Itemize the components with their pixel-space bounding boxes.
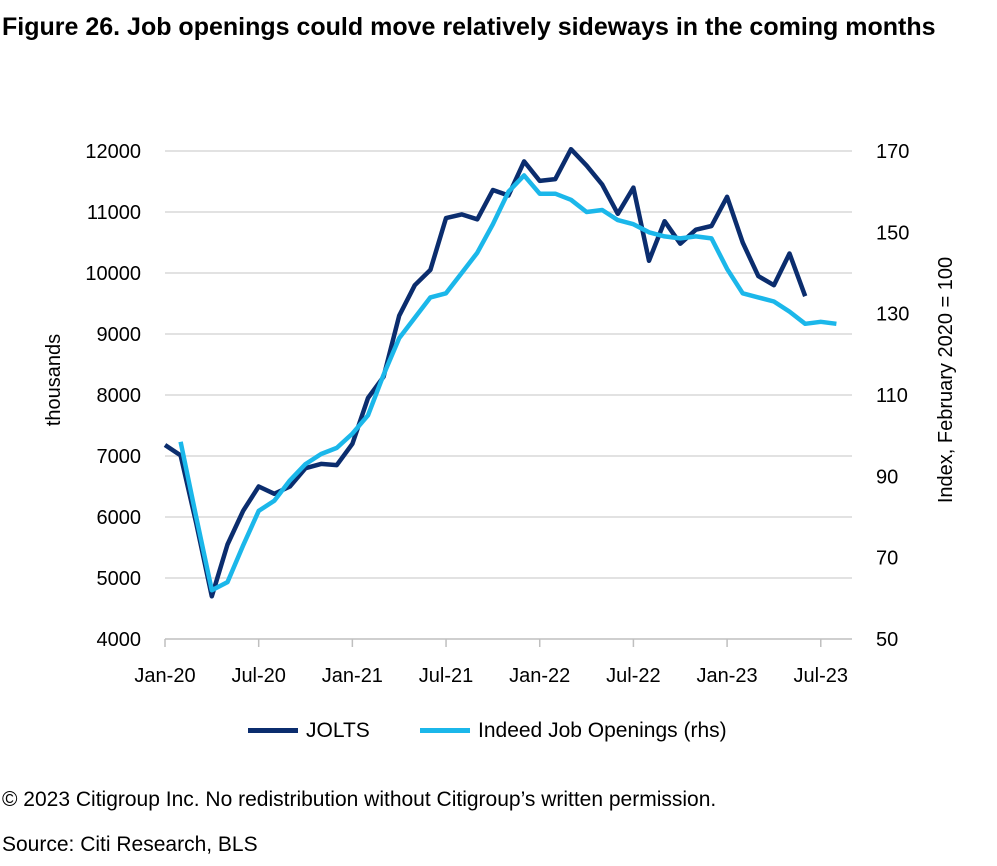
y-tick-label-right: 50: [876, 629, 898, 651]
y-tick-label-right: 130: [876, 304, 909, 326]
y-tick-label: 5000: [97, 568, 142, 590]
legend-label-jolts: JOLTS: [306, 719, 370, 742]
y-tick-label: 11000: [87, 202, 141, 224]
y-tick-label-right: 170: [876, 141, 909, 163]
x-tick-label: Jul-20: [231, 665, 285, 687]
left-y-axis: 4000 5000 6000 7000 8000 9000 10000 11000 12000: [85, 141, 141, 651]
x-axis: [164, 638, 852, 647]
legend-label-indeed: Indeed Job Openings (rhs): [478, 719, 727, 742]
x-tick-label: Jan-20: [134, 665, 195, 687]
legend-swatch-indeed: [420, 728, 470, 733]
source-note: Source: Citi Research, BLS: [2, 833, 258, 856]
x-tick-label: Jul-21: [419, 665, 473, 687]
gridlines: [165, 150, 852, 579]
x-tick-label: Jan-23: [697, 665, 758, 687]
x-tick-label: Jan-22: [509, 665, 570, 687]
series-line-jolts: [163, 146, 808, 599]
legend-swatch-jolts: [248, 728, 298, 733]
y-tick-label-right: 90: [876, 466, 898, 488]
chart-title: Figure 26. Job openings could move relat…: [2, 13, 936, 41]
x-axis-tick-labels: Jan-20 Jul-20 Jan-21 Jul-21 Jan-22 Jul-22 Jan-…: [134, 665, 848, 687]
series-line-indeed: [178, 173, 837, 593]
y-tick-label: 12000: [85, 141, 141, 163]
x-tick-label: Jul-22: [606, 665, 660, 687]
series-lines: [163, 146, 837, 599]
right-y-axis: 50 70 90 110 130 150 170: [876, 141, 909, 651]
y-tick-label: 6000: [97, 507, 142, 529]
x-tick-label: Jul-23: [794, 665, 848, 687]
y-tick-label: 4000: [97, 629, 142, 651]
y-tick-label-right: 110: [876, 385, 908, 407]
x-tick-label: Jan-21: [322, 665, 383, 687]
y-tick-label-right: 70: [876, 548, 898, 570]
right-y-axis-title: Index, February 2020 = 100: [935, 257, 957, 503]
y-tick-label: 9000: [97, 324, 142, 346]
y-tick-label: 10000: [85, 263, 141, 285]
left-y-axis-title: thousands: [43, 334, 65, 426]
y-tick-label-right: 150: [876, 222, 909, 244]
copyright-notice: © 2023 Citigroup Inc. No redistribution …: [2, 788, 717, 811]
legend: JOLTS Indeed Job Openings (rhs): [0, 716, 997, 746]
y-tick-label: 8000: [97, 385, 142, 407]
y-tick-label: 7000: [97, 446, 142, 468]
chart-plot: 400050006000700080009000100001100012000 …: [43, 141, 957, 687]
